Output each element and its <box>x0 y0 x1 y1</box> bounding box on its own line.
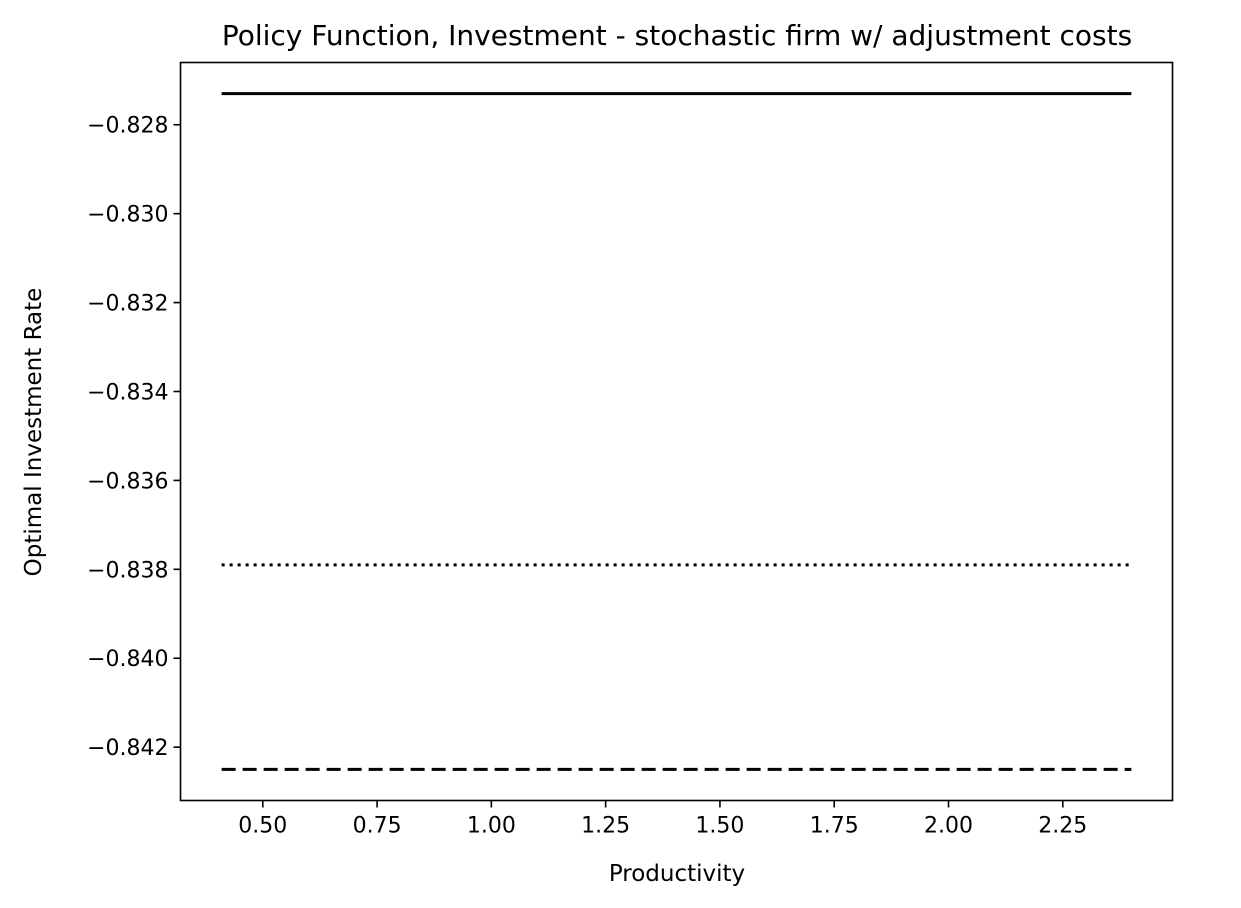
y-tick-label: −0.836 <box>87 469 168 494</box>
y-axis-ticks: −0.828 −0.830 −0.832 −0.834 −0.836 −0.838 −0.8… <box>87 114 181 761</box>
x-tick-label: 1.25 <box>581 814 630 839</box>
y-axis-label: Optimal Investment Rate <box>21 288 47 577</box>
y-tick-label: −0.838 <box>87 558 168 583</box>
x-tick-label: 1.75 <box>810 814 859 839</box>
x-tick-label: 1.00 <box>467 814 516 839</box>
chart-title: Policy Function, Investment - stochastic… <box>222 19 1132 52</box>
y-tick-label: −0.840 <box>87 647 168 672</box>
y-tick-label: −0.828 <box>87 114 168 139</box>
y-tick-label: −0.830 <box>87 203 168 228</box>
x-tick-label: 1.50 <box>695 814 744 839</box>
y-tick-label: −0.842 <box>87 736 168 761</box>
x-tick-label: 2.00 <box>924 814 973 839</box>
y-tick-label: −0.834 <box>87 380 168 405</box>
x-tick-label: 2.25 <box>1038 814 1087 839</box>
x-axis-ticks: 0.50 0.75 1.00 1.25 1.50 1.75 2.00 2.25 <box>238 800 1087 839</box>
x-axis-label: Productivity <box>609 861 745 887</box>
x-tick-label: 0.50 <box>238 814 287 839</box>
x-tick-label: 0.75 <box>353 814 402 839</box>
y-tick-label: −0.832 <box>87 292 168 317</box>
plot-area-frame <box>179 61 1174 802</box>
series-layer <box>221 92 1132 771</box>
